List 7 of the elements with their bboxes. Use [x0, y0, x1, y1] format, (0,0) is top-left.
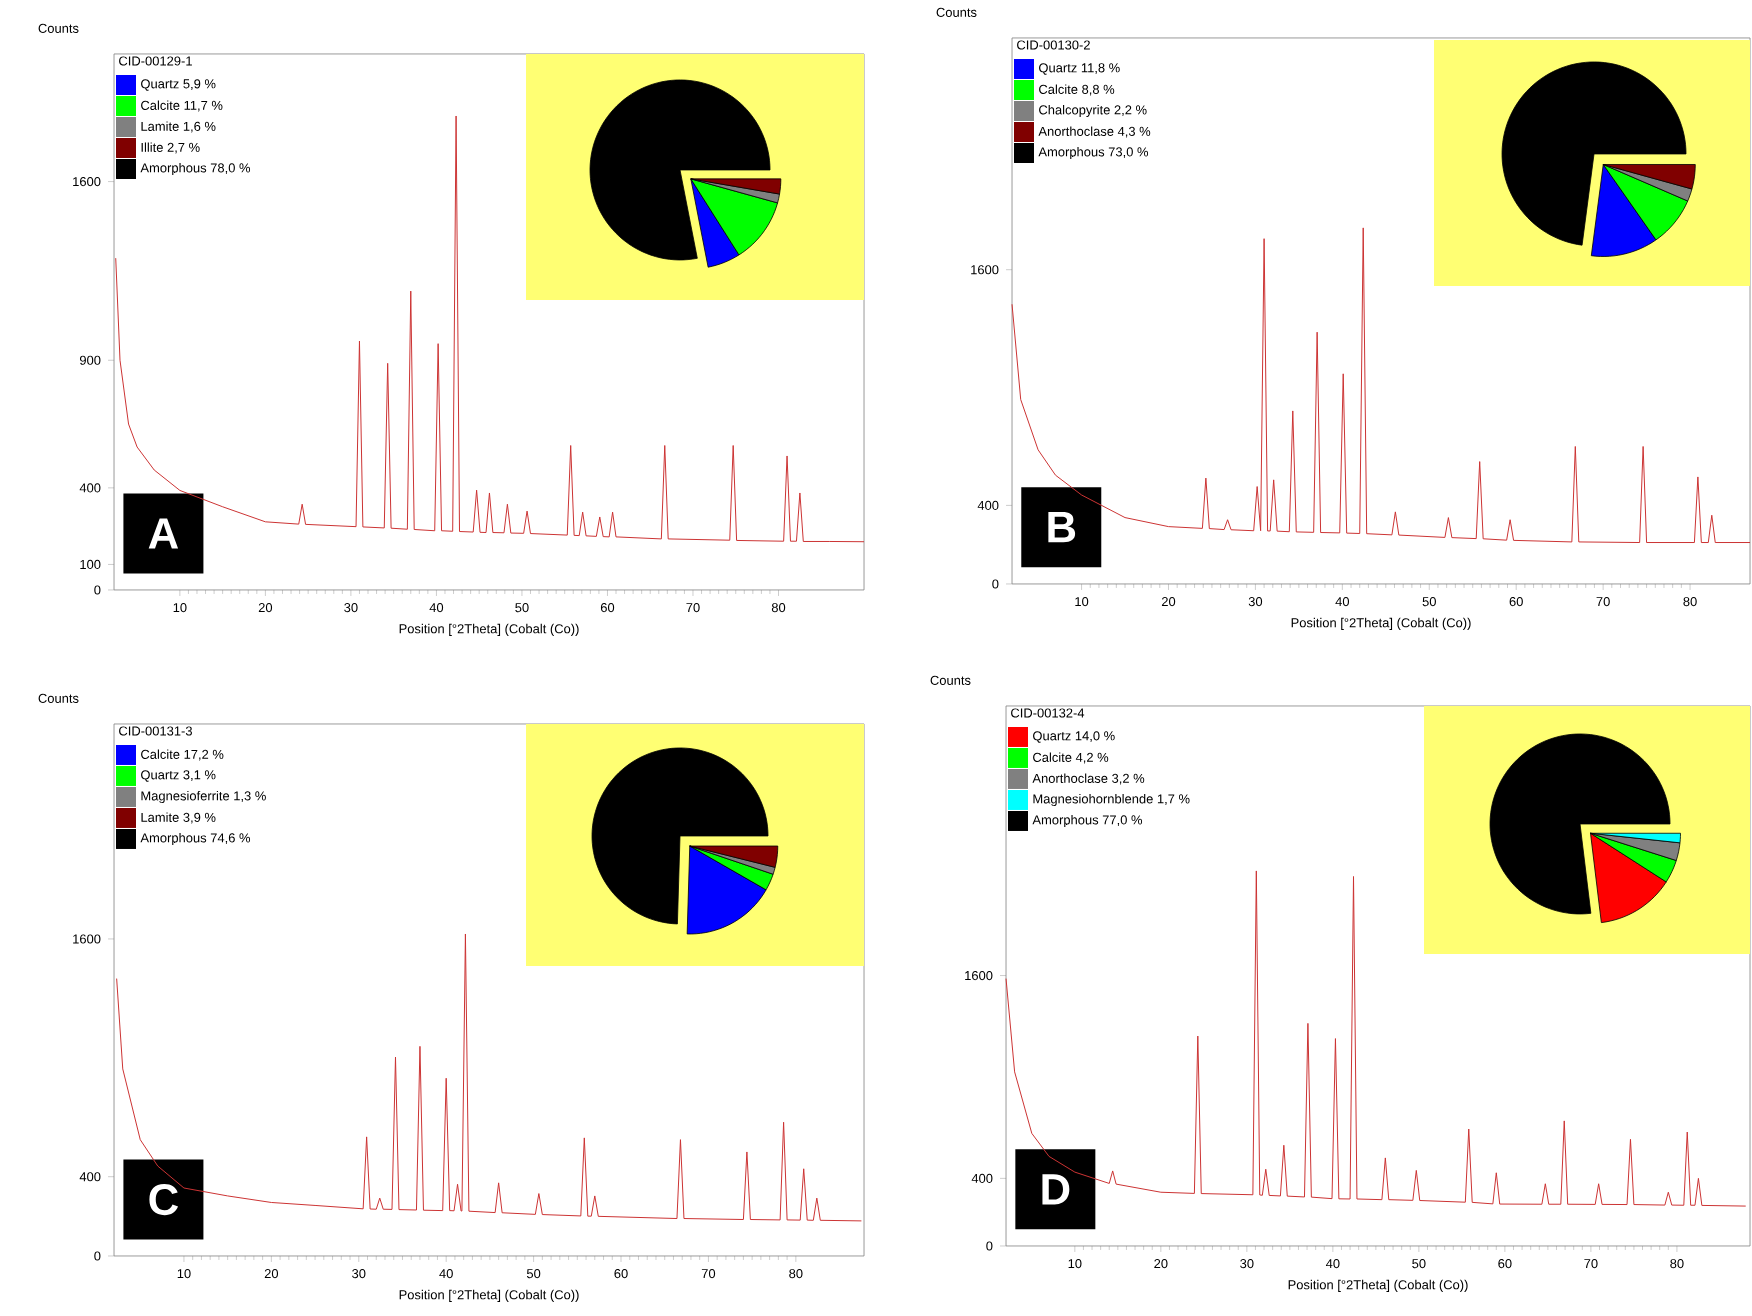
- line-series: [116, 933, 862, 1222]
- annotation: C: [149, 1184, 179, 1216]
- line-series: [1011, 227, 1751, 544]
- annotation: A: [148, 518, 179, 549]
- annotation: D: [1042, 1174, 1070, 1205]
- line-series: [1005, 870, 1747, 1207]
- annotation: B: [1048, 512, 1076, 543]
